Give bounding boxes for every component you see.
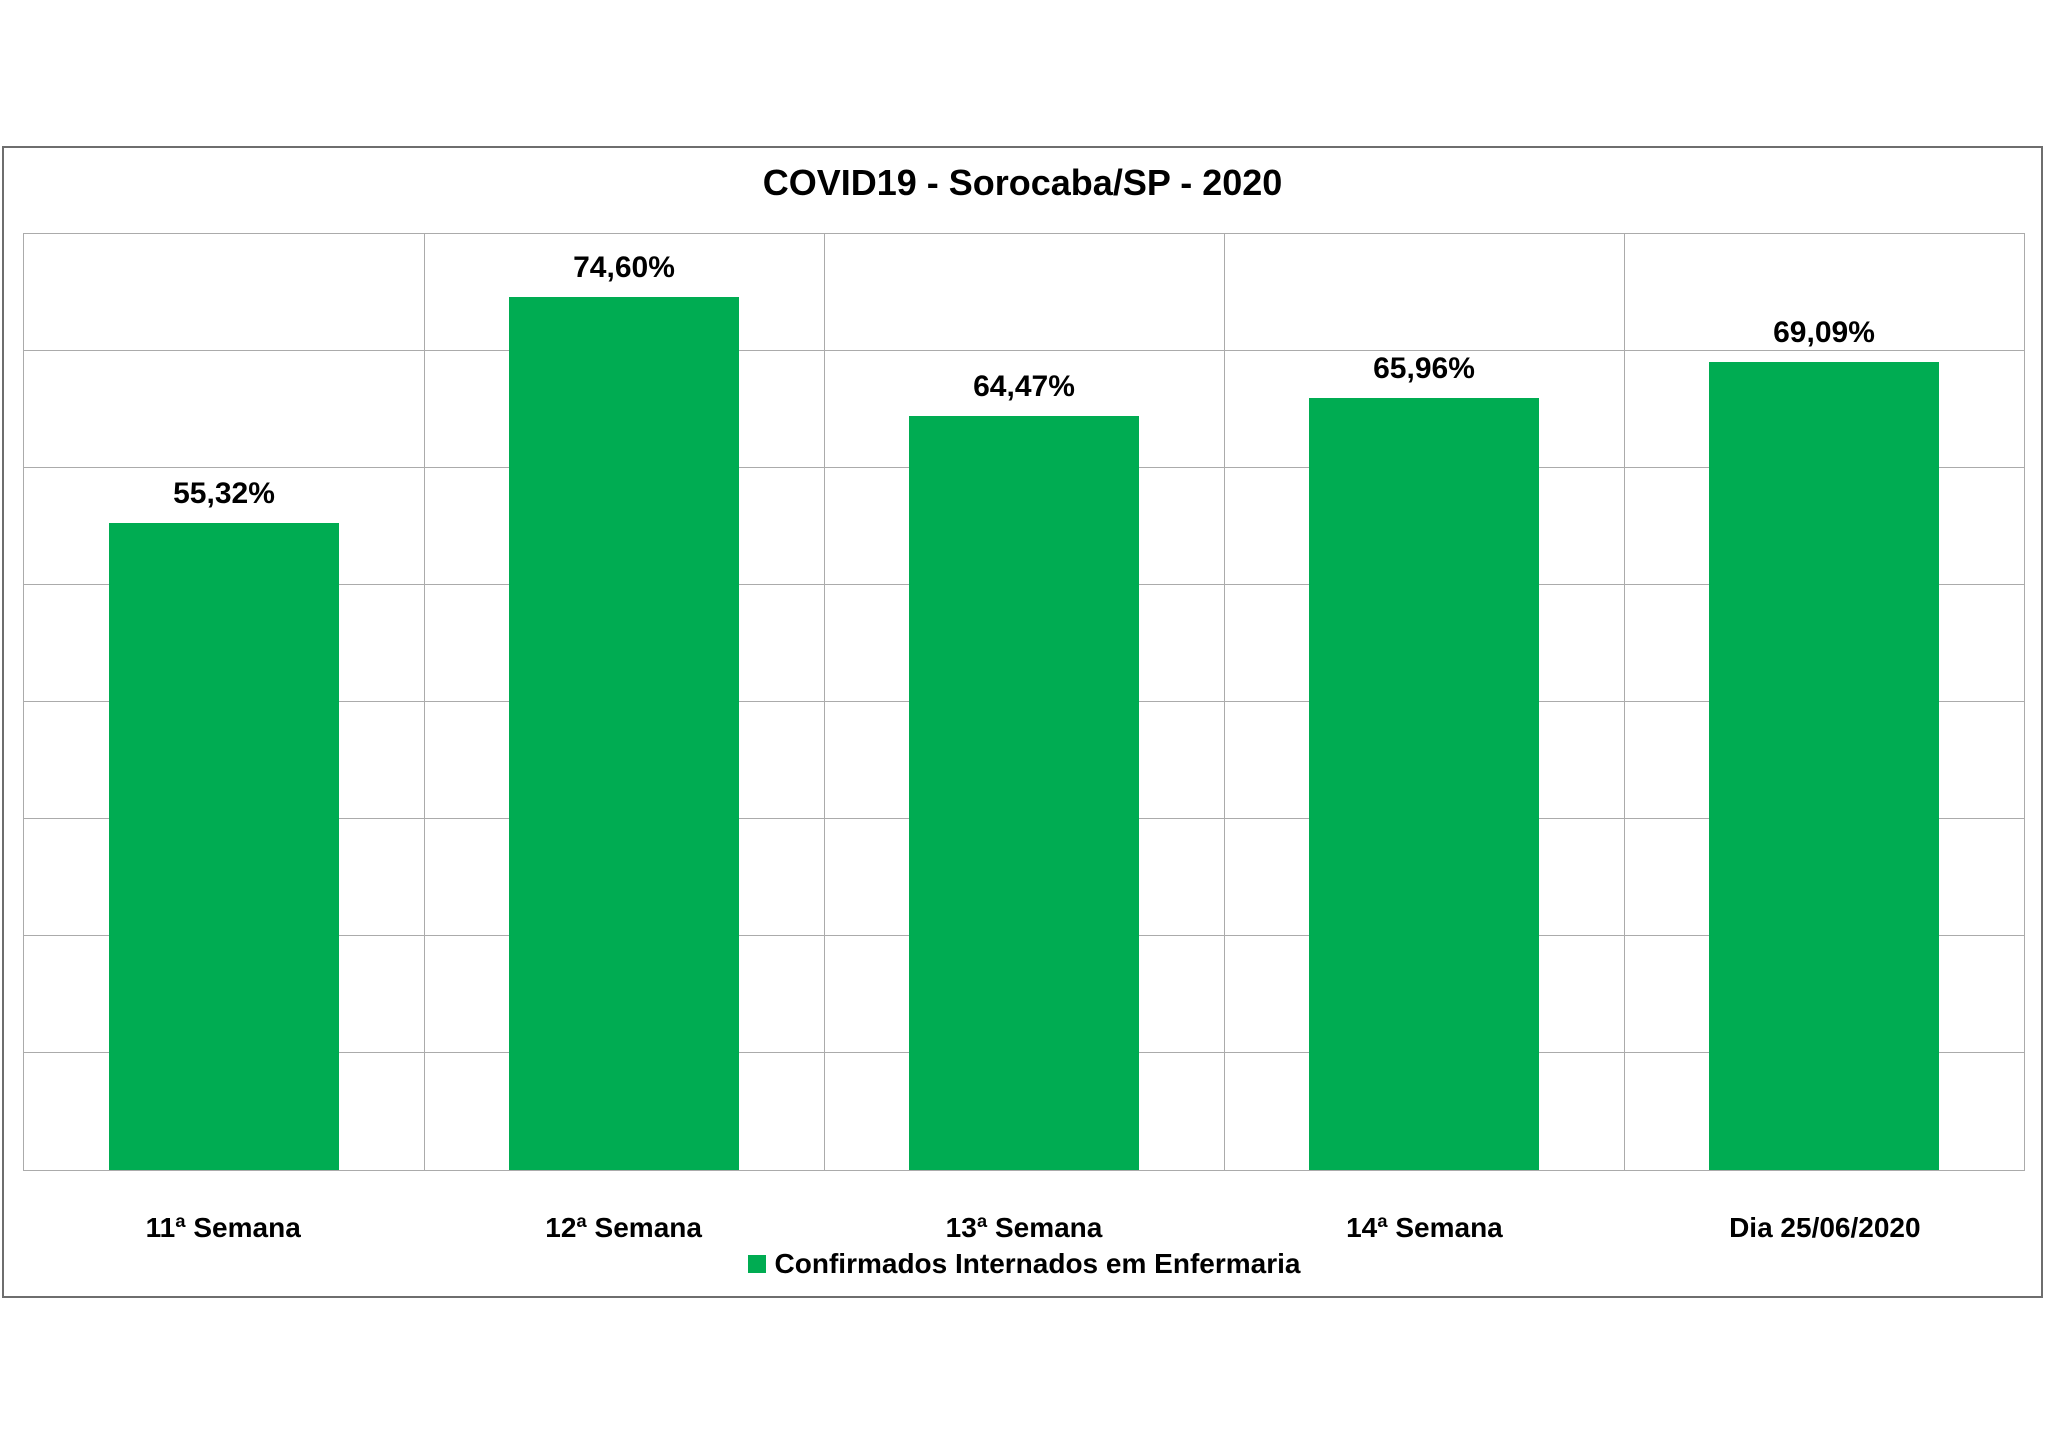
legend-label: Confirmados Internados em Enfermaria <box>774 1248 1301 1279</box>
bar-value-label: 64,47% <box>973 370 1075 403</box>
legend-swatch-icon <box>747 1255 766 1273</box>
plot-area: 55,32% 74,60% 64,47% 65,96% 69,09% <box>23 233 2025 1171</box>
x-axis-label: 12ª Semana <box>545 1212 702 1243</box>
vertical-gridline <box>424 234 425 1170</box>
bar <box>1309 398 1539 1170</box>
bar <box>109 523 339 1170</box>
bar <box>909 416 1139 1170</box>
vertical-gridline <box>1624 234 1625 1170</box>
bar-value-label: 65,96% <box>1373 352 1475 385</box>
x-axis-label: 14ª Semana <box>1346 1212 1503 1243</box>
x-axis: 11ª Semana 12ª Semana 13ª Semana 14ª Semana… <box>23 1212 2025 1244</box>
chart-title: COVID19 - Sorocaba/SP - 2020 <box>762 162 1283 203</box>
vertical-gridline <box>1224 234 1225 1170</box>
bar-value-label: 69,09% <box>1773 316 1875 349</box>
x-axis-label: Dia 25/06/2020 <box>1729 1212 1921 1243</box>
x-axis-label: 11ª Semana <box>145 1212 301 1243</box>
bar-value-label: 55,32% <box>173 477 275 510</box>
x-axis-label: 13ª Semana <box>945 1212 1103 1243</box>
bar <box>509 297 739 1170</box>
legend: Confirmados Internados em Enfermaria <box>23 1248 2025 1280</box>
horizontal-gridline <box>24 350 2024 351</box>
bar-value-label: 74,60% <box>573 251 675 284</box>
bar <box>1709 362 1939 1170</box>
vertical-gridline <box>824 234 825 1170</box>
